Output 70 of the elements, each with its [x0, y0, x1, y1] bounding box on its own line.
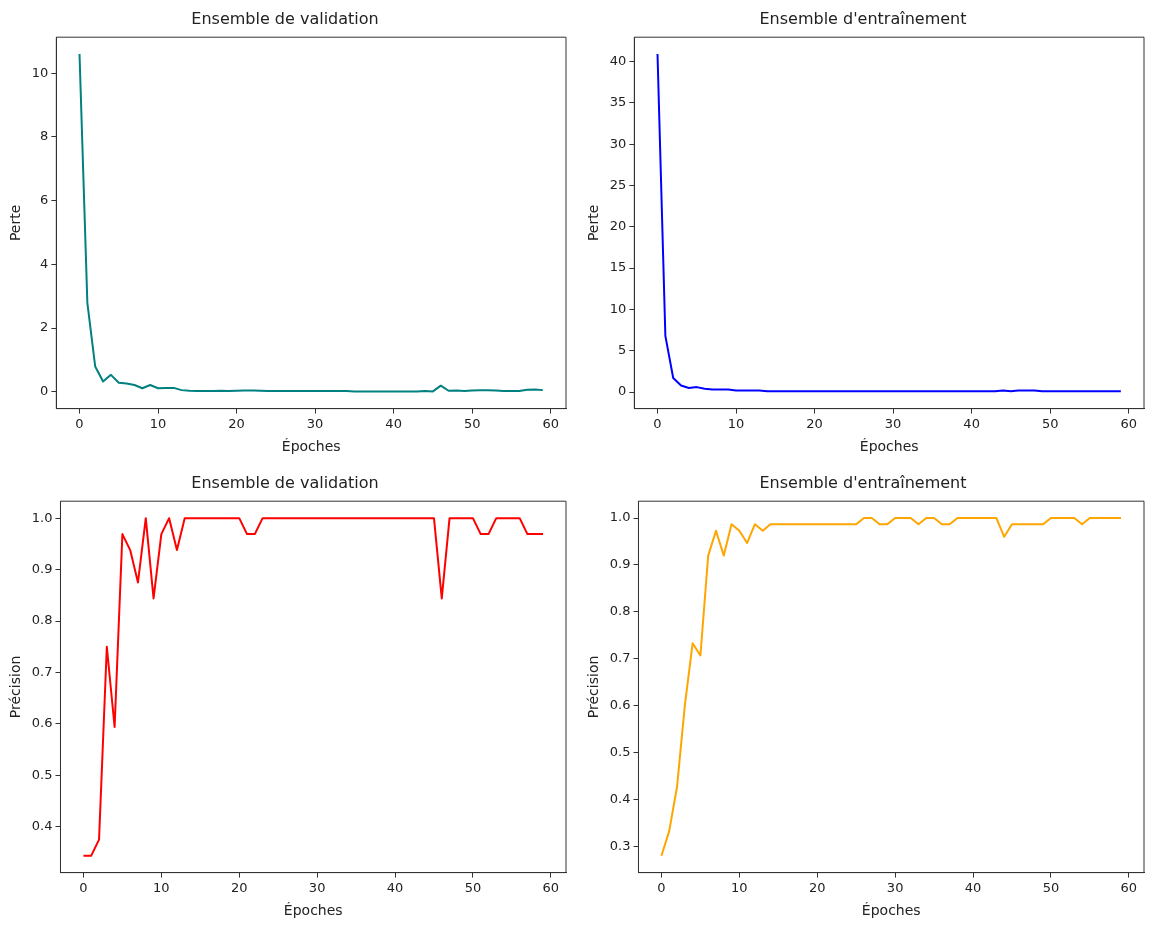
- y-tick-label: 6: [40, 191, 49, 207]
- x-tick-label: 10: [731, 879, 748, 895]
- y-axis-title: Perte: [585, 204, 602, 242]
- y-tick-label: 0.6: [31, 715, 53, 731]
- y-tick-label: 0.7: [31, 663, 53, 679]
- y-tick-label: 40: [609, 52, 627, 68]
- y-tick-label: 0.3: [609, 837, 631, 853]
- x-tick-label: 20: [228, 415, 245, 431]
- chart-title: Ensemble de validation: [191, 472, 379, 492]
- chart-title: Ensemble d'entraînement: [759, 8, 967, 28]
- x-axis-title: Époches: [859, 438, 919, 455]
- x-axis-title: Époches: [861, 902, 921, 919]
- y-tick-label: 0.6: [609, 697, 631, 713]
- x-tick-label: 30: [308, 879, 326, 895]
- y-tick-label: 0.4: [31, 818, 53, 834]
- y-tick-label: 4: [40, 255, 49, 271]
- y-tick-label: 35: [609, 94, 627, 110]
- y-tick-label: 1.0: [609, 509, 631, 525]
- x-tick-label: 40: [385, 415, 402, 431]
- x-tick-label: 50: [464, 879, 482, 895]
- y-axis-title: Précision: [585, 655, 602, 719]
- y-tick-label: 2: [40, 319, 49, 335]
- y-tick-label: 10: [31, 64, 49, 80]
- y-tick-label: 15: [609, 259, 627, 275]
- x-tick-label: 10: [149, 415, 167, 431]
- y-tick-label: 0.5: [31, 766, 53, 782]
- y-tick-label: 0.5: [609, 743, 631, 759]
- y-tick-label: 0.9: [31, 560, 53, 576]
- x-tick-label: 40: [386, 879, 404, 895]
- x-tick-label: 60: [542, 415, 559, 431]
- x-tick-label: 20: [808, 879, 826, 895]
- x-tick-label: 0: [79, 879, 88, 895]
- chart-title: Ensemble de validation: [191, 8, 379, 28]
- x-tick-label: 30: [306, 415, 324, 431]
- y-tick-label: 0.4: [609, 790, 631, 806]
- y-tick-label: 10: [609, 300, 627, 316]
- x-tick-label: 10: [727, 415, 745, 431]
- x-tick-label: 40: [964, 879, 982, 895]
- x-axis-title: Époches: [281, 438, 341, 455]
- x-tick-label: 20: [806, 415, 823, 431]
- y-tick-label: 30: [609, 135, 627, 151]
- y-tick-label: 1.0: [31, 509, 53, 525]
- x-tick-label: 50: [1042, 879, 1060, 895]
- x-tick-label: 20: [230, 879, 248, 895]
- x-axis-title: Époches: [283, 902, 343, 919]
- y-tick-label: 8: [40, 128, 49, 144]
- x-tick-label: 60: [542, 879, 560, 895]
- y-tick-label: 0: [40, 383, 49, 399]
- x-tick-label: 0: [75, 415, 84, 431]
- y-tick-label: 0.7: [609, 650, 631, 666]
- x-tick-label: 0: [653, 415, 662, 431]
- x-tick-label: 50: [1041, 415, 1059, 431]
- x-tick-label: 40: [963, 415, 980, 431]
- y-tick-label: 0.8: [609, 603, 631, 619]
- y-tick-label: 25: [609, 176, 627, 192]
- y-tick-label: 0.9: [609, 556, 631, 572]
- y-tick-label: 5: [618, 342, 627, 358]
- y-tick-label: 0: [618, 383, 627, 399]
- y-axis-title: Précision: [7, 655, 24, 719]
- y-tick-label: 0.8: [31, 612, 53, 628]
- x-tick-label: 10: [153, 879, 170, 895]
- y-tick-label: 20: [609, 218, 627, 234]
- x-tick-label: 30: [886, 879, 904, 895]
- chart-title: Ensemble d'entraînement: [759, 472, 967, 492]
- x-tick-label: 60: [1120, 415, 1137, 431]
- x-tick-label: 0: [657, 879, 666, 895]
- x-tick-label: 30: [884, 415, 902, 431]
- x-tick-label: 60: [1120, 879, 1138, 895]
- x-tick-label: 50: [463, 415, 481, 431]
- y-axis-title: Perte: [7, 204, 24, 242]
